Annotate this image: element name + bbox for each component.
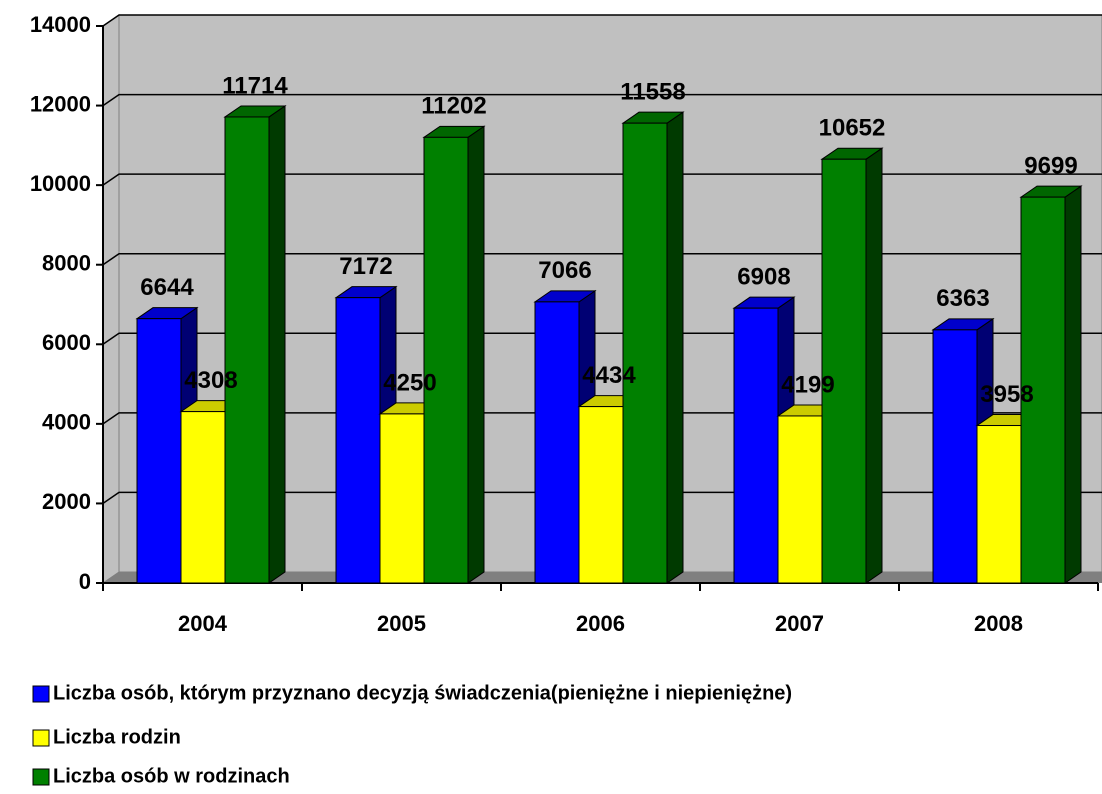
bar xyxy=(821,158,867,584)
bar xyxy=(733,307,779,584)
y-tick-label: 12000 xyxy=(30,91,91,116)
y-tick-label: 4000 xyxy=(42,410,91,435)
data-label: 3958 xyxy=(980,381,1033,408)
bar-side xyxy=(268,104,286,584)
data-label: 7172 xyxy=(339,253,392,280)
y-tick-label: 14000 xyxy=(30,12,91,37)
data-label: 9699 xyxy=(1024,152,1077,179)
y-tick-label: 8000 xyxy=(42,251,91,276)
data-label: 11202 xyxy=(421,93,486,120)
bar xyxy=(180,411,226,584)
legend-swatch xyxy=(32,729,50,747)
bar-side xyxy=(1064,185,1082,584)
bar xyxy=(622,122,668,584)
x-tick-label: 2004 xyxy=(178,611,228,636)
bar xyxy=(423,136,469,584)
data-label: 11558 xyxy=(620,79,685,106)
data-label: 6363 xyxy=(936,285,989,312)
bar xyxy=(224,116,270,584)
grid-line xyxy=(102,93,1102,107)
legend-label: Liczba osób, którym przyznano decyzją św… xyxy=(53,682,792,704)
legend-swatch xyxy=(32,768,50,786)
bar xyxy=(578,406,624,584)
data-label: 11714 xyxy=(222,72,288,99)
data-label: 6908 xyxy=(737,264,790,291)
y-tick-label: 2000 xyxy=(42,489,91,514)
bar xyxy=(777,415,823,584)
bar xyxy=(136,318,182,584)
x-tick-label: 2007 xyxy=(775,611,824,636)
x-tick-label: 2008 xyxy=(974,611,1023,636)
data-label: 7066 xyxy=(538,257,591,284)
data-label: 4308 xyxy=(184,367,237,394)
bar-side xyxy=(467,125,485,584)
x-tick-label: 2006 xyxy=(576,611,625,636)
bar-side xyxy=(865,147,883,584)
data-label: 4434 xyxy=(582,362,636,389)
bar xyxy=(335,297,381,584)
grid-line xyxy=(102,14,1102,27)
bar xyxy=(1020,196,1066,584)
bar xyxy=(379,413,425,584)
data-label: 4199 xyxy=(781,371,834,398)
bar-side xyxy=(666,111,684,584)
legend-label: Liczba osób w rodzinach xyxy=(53,765,290,787)
grid-line xyxy=(102,252,1102,266)
legend-swatch xyxy=(32,685,50,703)
y-tick-label: 0 xyxy=(79,569,91,594)
grid-line xyxy=(102,173,1102,186)
x-tick-label: 2005 xyxy=(377,611,426,636)
y-tick-label: 6000 xyxy=(42,330,91,355)
y-tick-label: 10000 xyxy=(30,171,91,196)
bar xyxy=(534,301,580,584)
data-label: 6644 xyxy=(140,274,194,301)
legend-label: Liczba rodzin xyxy=(53,726,181,748)
bar xyxy=(932,329,978,584)
data-label: 10652 xyxy=(819,115,886,142)
bar xyxy=(976,425,1022,584)
data-label: 4250 xyxy=(383,369,436,396)
